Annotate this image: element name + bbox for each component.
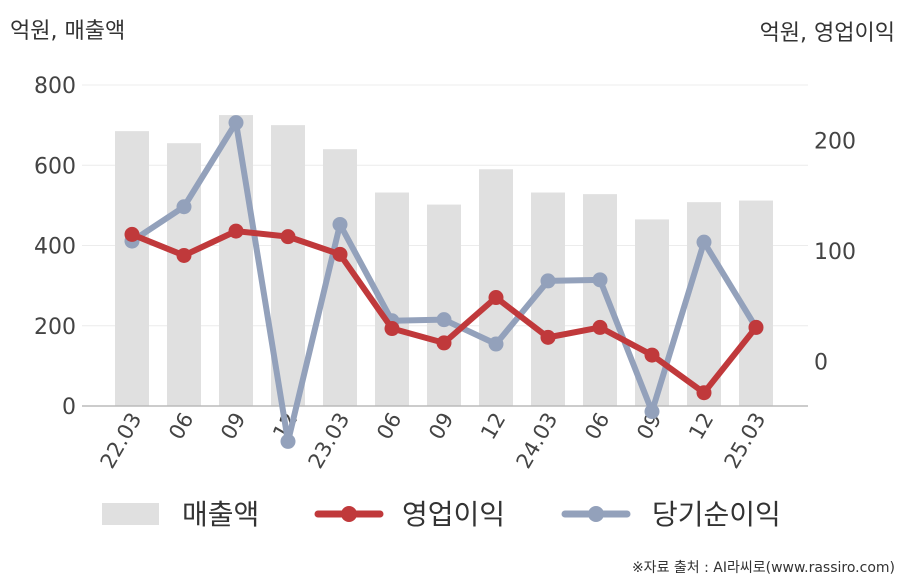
left-tick-label: 800 [34,74,76,99]
point-영업이익 [384,321,400,337]
point-영업이익 [124,226,140,242]
point-영업이익 [748,319,764,335]
right-tick-label: 100 [814,240,856,265]
x-tick-label: 06 [372,409,406,444]
legend: 매출액 영업이익 당기순이익 [102,498,781,531]
point-영업이익 [436,335,452,351]
x-tick-label: 09 [424,409,458,444]
bar-매출액 [115,131,149,407]
point-당기순이익 [176,199,192,215]
point-영업이익 [488,290,504,306]
left-tick-label: 600 [34,154,76,179]
right-axis-unit-label: 억원, 영업이익 [760,21,895,46]
point-당기순이익 [592,272,608,288]
x-tick-label: 23.03 [303,409,354,473]
legend-label-매출액: 매출액 [182,498,259,531]
profit-lines [124,115,764,449]
bar-매출액 [583,194,617,406]
x-axis-ticks: 22.03 06 09 12 23.03 06 09 12 24.03 06 09 12 25.03 [95,409,770,473]
point-영업이익 [696,385,712,401]
point-영업이익 [540,329,556,345]
x-tick-label: 06 [164,409,198,444]
left-tick-label: 0 [62,395,76,420]
left-tick-label: 400 [34,235,76,260]
x-tick-label: 22.03 [95,409,146,473]
point-영업이익 [176,247,192,263]
point-영업이익 [280,229,296,245]
point-영업이익 [228,223,244,239]
x-tick-label: 09 [216,409,250,444]
bar-매출액 [479,169,513,406]
point-영업이익 [644,347,660,363]
right-tick-label: 0 [814,351,828,376]
left-axis-ticks: 0 200 400 600 800 [34,74,76,420]
point-영업이익 [592,319,608,335]
legend-label-당기순이익: 당기순이익 [652,498,781,531]
legend-swatch-매출액 [102,503,159,525]
bar-매출액 [219,115,253,406]
right-tick-label: 200 [814,129,856,154]
x-tick-label: 25.03 [719,409,770,473]
x-tick-label: 12 [684,409,718,444]
point-당기순이익 [332,216,348,232]
x-tick-label: 24.03 [511,409,562,473]
point-당기순이익 [436,312,452,328]
legend-label-영업이익: 영업이익 [402,498,505,531]
left-axis-unit-label: 억원, 매출액 [10,19,125,44]
x-tick-label: 06 [580,409,614,444]
left-tick-label: 200 [34,315,76,340]
point-당기순이익 [488,336,504,352]
point-당기순이익 [644,404,660,420]
point-당기순이익 [280,433,296,449]
point-당기순이익 [540,273,556,289]
legend-marker-영업이익 [341,506,357,522]
bar-매출액 [427,204,461,406]
legend-marker-당기순이익 [588,506,604,522]
source-note: ※자료 출처 : AI라씨로(www.rassiro.com) [632,560,895,576]
right-axis-ticks: 0 100 200 [814,129,856,375]
point-당기순이익 [228,115,244,131]
point-당기순이익 [696,234,712,250]
x-tick-label: 12 [476,409,510,444]
point-영업이익 [332,246,348,262]
